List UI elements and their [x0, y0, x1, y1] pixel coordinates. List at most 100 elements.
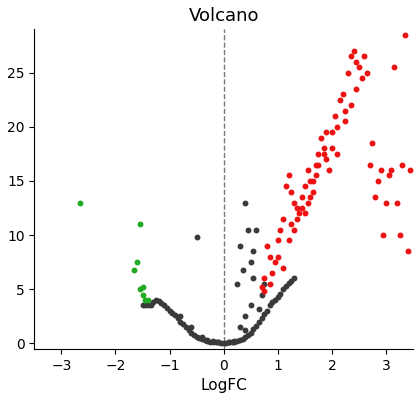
Point — [377, 167, 384, 173]
Point — [236, 337, 243, 343]
Point — [283, 283, 289, 289]
Point — [310, 188, 316, 195]
Title: Volcano: Volcano — [189, 7, 259, 25]
Point — [245, 332, 252, 338]
Point — [288, 188, 295, 195]
Point — [304, 199, 311, 206]
Point — [234, 280, 241, 287]
Point — [215, 339, 222, 346]
Point — [339, 91, 346, 98]
Point — [272, 297, 278, 303]
Point — [356, 64, 362, 70]
Point — [320, 151, 327, 157]
Point — [245, 226, 252, 233]
Point — [136, 286, 143, 292]
Point — [226, 338, 232, 345]
Point — [293, 216, 300, 222]
Point — [353, 58, 360, 65]
Point — [144, 297, 151, 303]
Point — [242, 334, 249, 340]
Point — [288, 277, 295, 284]
Point — [142, 297, 149, 303]
Point — [139, 292, 146, 298]
Point — [358, 75, 365, 81]
Point — [285, 172, 292, 179]
Point — [255, 318, 262, 325]
Point — [347, 53, 354, 60]
Point — [385, 172, 392, 179]
Point — [272, 259, 278, 265]
Point — [131, 266, 138, 273]
Point — [347, 102, 354, 108]
Point — [291, 199, 297, 206]
Point — [250, 275, 257, 282]
Point — [239, 336, 246, 342]
Point — [269, 270, 276, 276]
Point — [296, 210, 303, 216]
Point — [210, 339, 216, 346]
Point — [228, 339, 235, 346]
Point — [242, 327, 249, 334]
Point — [372, 194, 378, 200]
Point — [285, 280, 292, 286]
Point — [261, 275, 268, 282]
Point — [302, 183, 308, 190]
Point — [139, 284, 146, 290]
Point — [334, 151, 341, 157]
Point — [169, 310, 176, 316]
Point — [185, 327, 192, 334]
Point — [166, 308, 173, 314]
Point — [250, 248, 257, 254]
Point — [258, 284, 265, 290]
Point — [315, 162, 322, 168]
Point — [261, 288, 268, 294]
Point — [310, 178, 316, 184]
Point — [269, 299, 276, 306]
Point — [318, 134, 324, 141]
Point — [334, 124, 341, 130]
Point — [337, 96, 344, 103]
Point — [288, 221, 295, 228]
Point — [264, 243, 270, 249]
Point — [147, 302, 154, 309]
Point — [139, 302, 146, 309]
Point — [242, 199, 249, 206]
Point — [345, 69, 352, 76]
Point — [218, 340, 224, 346]
Point — [266, 280, 273, 287]
Point — [299, 205, 305, 211]
Point — [277, 226, 284, 233]
Point — [361, 53, 368, 60]
Point — [180, 321, 186, 327]
Point — [204, 338, 211, 344]
X-axis label: LogFC: LogFC — [200, 378, 247, 393]
Point — [312, 162, 319, 168]
Point — [212, 339, 219, 346]
Point — [247, 259, 254, 265]
Point — [207, 338, 213, 345]
Point — [375, 178, 381, 184]
Point — [134, 259, 140, 265]
Point — [204, 337, 211, 343]
Point — [261, 280, 268, 287]
Point — [258, 315, 265, 322]
Point — [261, 311, 268, 317]
Point — [280, 264, 286, 271]
Point — [210, 338, 216, 344]
Point — [266, 254, 273, 260]
Point — [285, 237, 292, 244]
Point — [255, 306, 262, 312]
Point — [199, 334, 205, 340]
Point — [307, 194, 314, 200]
Point — [331, 113, 338, 119]
Point — [394, 199, 400, 206]
Point — [177, 313, 184, 320]
Point — [407, 167, 414, 173]
Point — [302, 210, 308, 216]
Point — [196, 335, 203, 341]
Point — [326, 167, 333, 173]
Point — [223, 340, 230, 346]
Point — [258, 292, 265, 298]
Point — [231, 338, 238, 344]
Point — [161, 302, 168, 309]
